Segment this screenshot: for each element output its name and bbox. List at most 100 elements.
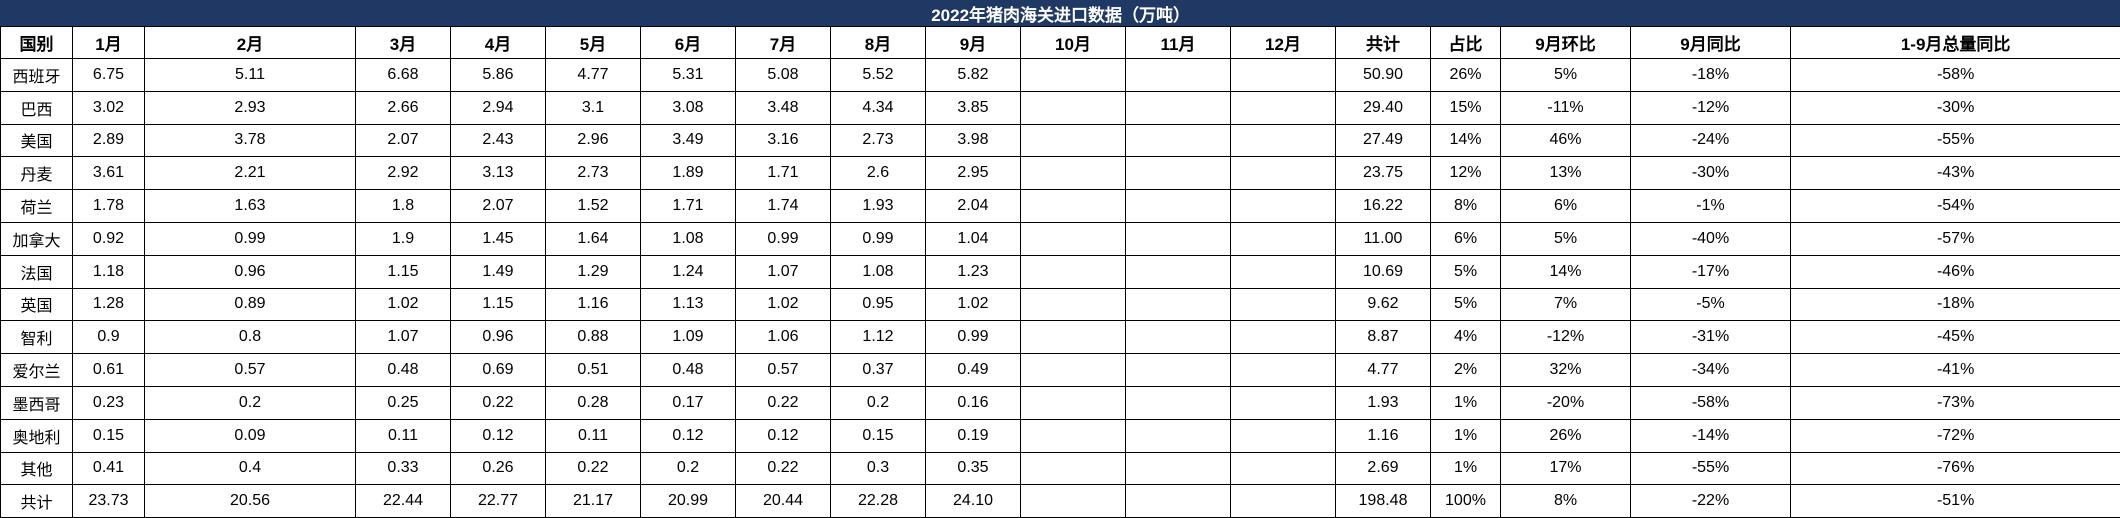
column-header-7: 6月 (641, 27, 736, 59)
value-cell: 2.95 (926, 157, 1021, 190)
value-cell: 29.40 (1336, 91, 1431, 124)
value-cell: 1% (1431, 452, 1501, 485)
value-cell: 23.75 (1336, 157, 1431, 190)
value-cell: 20.44 (736, 485, 831, 518)
column-header-12: 11月 (1126, 27, 1231, 59)
value-cell: -1% (1631, 190, 1791, 223)
column-header-15: 占比 (1431, 27, 1501, 59)
value-cell: 2.21 (145, 157, 356, 190)
value-cell: 0.09 (145, 419, 356, 452)
value-cell: -12% (1631, 91, 1791, 124)
value-cell (1126, 91, 1231, 124)
value-cell: 4.77 (546, 59, 641, 92)
value-cell (1021, 354, 1126, 387)
value-cell: 1.16 (1336, 419, 1431, 452)
value-cell: 0.22 (736, 452, 831, 485)
value-cell (1021, 59, 1126, 92)
country-cell: 丹麦 (1, 157, 73, 190)
value-cell: -73% (1791, 386, 2120, 419)
value-cell (1126, 321, 1231, 354)
value-cell: 22.44 (356, 485, 451, 518)
value-cell: 198.48 (1336, 485, 1431, 518)
column-header-16: 9月环比 (1501, 27, 1631, 59)
country-cell: 法国 (1, 255, 73, 288)
value-cell (1231, 255, 1336, 288)
value-cell: -51% (1791, 485, 2120, 518)
value-cell: 1.52 (546, 190, 641, 223)
value-cell: -55% (1631, 452, 1791, 485)
value-cell: -34% (1631, 354, 1791, 387)
country-cell: 美国 (1, 124, 73, 157)
value-cell: 0.49 (926, 354, 1021, 387)
value-cell: 5.31 (641, 59, 736, 92)
value-cell: -43% (1791, 157, 2120, 190)
country-cell: 爱尔兰 (1, 354, 73, 387)
value-cell: 1.16 (546, 288, 641, 321)
value-cell: 1.09 (641, 321, 736, 354)
value-cell: 0.4 (145, 452, 356, 485)
value-cell (1231, 190, 1336, 223)
value-cell: 2.94 (451, 91, 546, 124)
value-cell: -30% (1631, 157, 1791, 190)
value-cell (1126, 124, 1231, 157)
value-cell: 3.1 (546, 91, 641, 124)
value-cell: 2.93 (145, 91, 356, 124)
value-cell: 1.02 (926, 288, 1021, 321)
value-cell: 1.89 (641, 157, 736, 190)
value-cell: 9.62 (1336, 288, 1431, 321)
value-cell: 0.26 (451, 452, 546, 485)
value-cell: 50.90 (1336, 59, 1431, 92)
value-cell: 14% (1431, 124, 1501, 157)
value-cell: 15% (1431, 91, 1501, 124)
value-cell: -45% (1791, 321, 2120, 354)
column-header-18: 1-9月总量同比 (1791, 27, 2120, 59)
value-cell: 0.99 (926, 321, 1021, 354)
value-cell (1231, 222, 1336, 255)
value-cell: 26% (1501, 419, 1631, 452)
value-cell (1126, 485, 1231, 518)
value-cell: -30% (1791, 91, 2120, 124)
value-cell (1126, 157, 1231, 190)
value-cell (1231, 321, 1336, 354)
value-cell: 3.61 (73, 157, 145, 190)
value-cell: 0.28 (546, 386, 641, 419)
value-cell: -40% (1631, 222, 1791, 255)
value-cell: -58% (1791, 59, 2120, 92)
value-cell: 0.37 (831, 354, 926, 387)
value-cell (1231, 288, 1336, 321)
value-cell: -5% (1631, 288, 1791, 321)
value-cell (1021, 91, 1126, 124)
value-cell: 8.87 (1336, 321, 1431, 354)
value-cell (1021, 485, 1126, 518)
value-cell: 2.73 (546, 157, 641, 190)
value-cell: 1.02 (356, 288, 451, 321)
value-cell (1126, 255, 1231, 288)
value-cell: 1.18 (73, 255, 145, 288)
value-cell: 5% (1501, 222, 1631, 255)
country-cell: 西班牙 (1, 59, 73, 92)
value-cell: 2.07 (356, 124, 451, 157)
value-cell: 1.28 (73, 288, 145, 321)
value-cell: 3.78 (145, 124, 356, 157)
value-cell: 1.15 (451, 288, 546, 321)
value-cell: -54% (1791, 190, 2120, 223)
value-cell: 1.13 (641, 288, 736, 321)
value-cell: 10.69 (1336, 255, 1431, 288)
value-cell: 3.02 (73, 91, 145, 124)
value-cell (1021, 452, 1126, 485)
value-cell: -14% (1631, 419, 1791, 452)
value-cell: 2.66 (356, 91, 451, 124)
value-cell: 8% (1431, 190, 1501, 223)
value-cell: 3.08 (641, 91, 736, 124)
value-cell: 0.11 (546, 419, 641, 452)
value-cell: 0.22 (736, 386, 831, 419)
value-cell: 1.9 (356, 222, 451, 255)
value-cell: 0.22 (546, 452, 641, 485)
value-cell: 100% (1431, 485, 1501, 518)
value-cell: 3.16 (736, 124, 831, 157)
